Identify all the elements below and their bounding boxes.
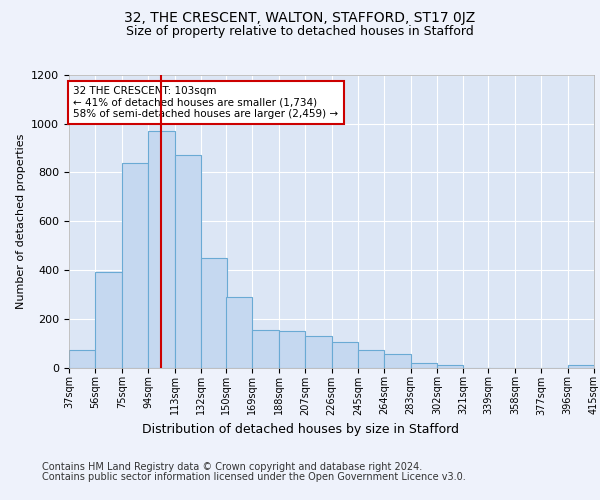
Y-axis label: Number of detached properties: Number of detached properties — [16, 134, 26, 309]
Text: 32, THE CRESCENT, WALTON, STAFFORD, ST17 0JZ: 32, THE CRESCENT, WALTON, STAFFORD, ST17… — [124, 11, 476, 25]
Bar — [437, 365, 463, 368]
Bar — [201, 258, 227, 368]
Bar — [95, 272, 122, 368]
Text: 32 THE CRESCENT: 103sqm
← 41% of detached houses are smaller (1,734)
58% of semi: 32 THE CRESCENT: 103sqm ← 41% of detache… — [73, 86, 338, 119]
Bar — [279, 331, 305, 368]
Bar — [305, 336, 331, 368]
Bar — [358, 350, 384, 368]
Text: Contains public sector information licensed under the Open Government Licence v3: Contains public sector information licen… — [42, 472, 466, 482]
Text: Distribution of detached houses by size in Stafford: Distribution of detached houses by size … — [142, 422, 458, 436]
Bar — [69, 350, 95, 368]
Bar — [331, 342, 358, 367]
Bar — [226, 297, 253, 368]
Text: Contains HM Land Registry data © Crown copyright and database right 2024.: Contains HM Land Registry data © Crown c… — [42, 462, 422, 472]
Bar — [253, 330, 279, 368]
Bar — [122, 163, 148, 368]
Bar — [568, 365, 594, 368]
Bar — [410, 362, 437, 368]
Bar — [384, 354, 410, 368]
Bar — [148, 131, 175, 368]
Bar — [175, 156, 201, 368]
Text: Size of property relative to detached houses in Stafford: Size of property relative to detached ho… — [126, 25, 474, 38]
